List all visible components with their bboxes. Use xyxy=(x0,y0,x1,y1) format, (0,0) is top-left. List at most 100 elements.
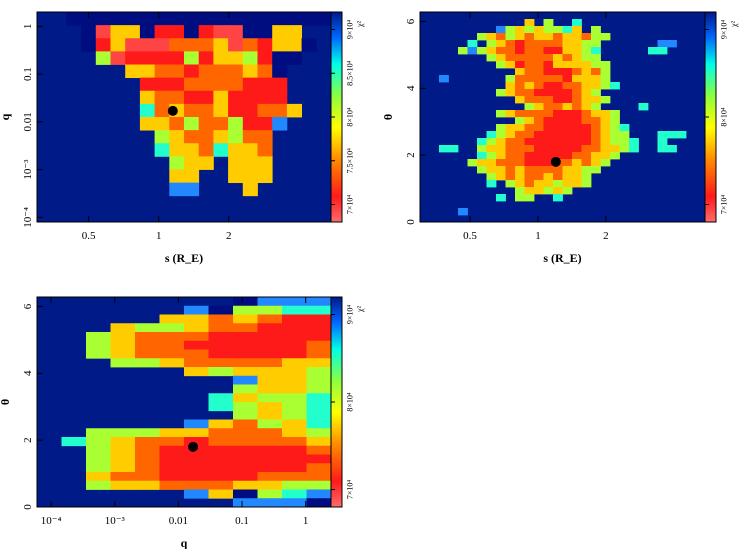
heatmap-cell xyxy=(242,156,258,170)
heatmap-cell xyxy=(257,323,283,333)
heatmap-cell xyxy=(306,323,332,333)
heatmap-cell xyxy=(139,38,155,52)
heatmap-cell xyxy=(591,82,601,90)
heatmap-cell xyxy=(282,297,307,307)
heatmap-cell xyxy=(169,25,185,39)
heatmap-cell xyxy=(257,297,283,307)
heatmap-cell xyxy=(282,393,307,403)
panel-s-theta: 0.5 1 2 0 2 4 6 s (R_E) θ 7×10⁴ 8×10⁴ 9×10⁴ χ² xyxy=(381,11,739,265)
heatmap-cell xyxy=(257,367,283,377)
heatmap-cell xyxy=(208,323,234,333)
heatmap-cell xyxy=(562,152,573,160)
heatmap-cell xyxy=(591,61,601,69)
heatmap-cell xyxy=(600,96,611,104)
heatmap-cell xyxy=(619,124,630,132)
heatmap-cell xyxy=(306,297,332,307)
heatmap-cell xyxy=(139,77,155,92)
heatmap-cell xyxy=(282,437,307,447)
heatmap-cell xyxy=(306,437,332,447)
x-tick-label: 0.5 xyxy=(463,230,477,242)
heatmap-cell xyxy=(562,110,573,118)
heatmap-cell xyxy=(581,131,592,139)
heatmap-cell xyxy=(543,40,554,48)
heatmap-cell xyxy=(496,152,506,160)
heatmap-cell xyxy=(562,61,573,69)
heatmap-cell xyxy=(159,445,185,455)
heatmap-cell xyxy=(184,463,209,473)
heatmap-cell xyxy=(600,75,611,83)
heatmap-cell xyxy=(581,47,592,55)
heatmap-cell xyxy=(154,25,170,39)
heatmap-cell xyxy=(515,166,525,174)
heatmap-cell xyxy=(562,89,573,97)
heatmap-cell xyxy=(534,82,544,90)
heatmap-cell xyxy=(86,428,111,438)
heatmap-cell xyxy=(257,12,273,26)
heatmap-cell xyxy=(257,375,283,385)
heatmap-cell xyxy=(543,159,554,167)
heatmap-cell xyxy=(505,33,516,41)
heatmap-cell xyxy=(515,194,525,202)
heatmap-cell xyxy=(534,96,544,104)
heatmap-cell xyxy=(184,305,209,315)
heatmap-cell xyxy=(534,187,544,195)
heatmap-cell xyxy=(257,463,283,473)
heatmap-cell xyxy=(619,138,630,146)
heatmap-cell xyxy=(135,332,160,342)
heatmap-cell xyxy=(534,145,544,153)
heatmap-cell xyxy=(534,159,544,167)
heatmap-cell xyxy=(439,145,449,153)
x-axis-label: q xyxy=(181,536,188,549)
heatmap-cell xyxy=(306,445,332,455)
heatmap-cell xyxy=(610,110,620,118)
heatmap-cell xyxy=(524,138,535,146)
heatmap-cell xyxy=(638,103,649,111)
heatmap-cell xyxy=(110,437,136,447)
heatmap-cell xyxy=(282,340,307,350)
best-fit-point xyxy=(188,441,199,452)
heatmap-cell xyxy=(110,428,136,438)
heatmap-cell xyxy=(562,138,573,146)
heatmap-cell xyxy=(524,117,535,125)
heatmap-cell xyxy=(505,75,516,83)
heatmap-cell xyxy=(524,33,535,41)
heatmap-cell xyxy=(208,402,234,412)
heatmap-cell xyxy=(553,152,563,160)
heatmap-cell xyxy=(169,169,185,184)
heatmap-cell xyxy=(505,145,516,153)
heatmap-cell xyxy=(233,393,258,403)
heatmap-cell xyxy=(257,143,273,157)
x-axis-label: s (R_E) xyxy=(543,251,581,265)
heatmap-cell xyxy=(233,454,258,464)
heatmap-cell xyxy=(581,145,592,153)
heatmap-cell xyxy=(282,384,307,394)
heatmap-cell xyxy=(543,110,554,118)
colorbar-tick-label: 7×10⁴ xyxy=(720,195,729,215)
colorbar-tick-label: 9×10⁴ xyxy=(346,20,355,40)
colorbar-tick-label: 7×10⁴ xyxy=(346,480,355,500)
heatmap-cell xyxy=(257,419,283,429)
x-tick-label: 1 xyxy=(156,230,162,242)
heatmap-cell xyxy=(486,166,497,174)
heatmap-cell xyxy=(524,152,535,160)
heatmap-cell xyxy=(553,173,563,181)
heatmap-cell xyxy=(515,117,525,125)
heatmap-cell xyxy=(242,143,258,157)
x-tick-label: 10⁻⁴ xyxy=(41,515,62,527)
heatmap-cell xyxy=(553,124,563,132)
heatmap-cell xyxy=(282,305,307,315)
heatmap-cell xyxy=(110,358,136,368)
heatmap-cell xyxy=(534,138,544,146)
heatmap-cell xyxy=(591,138,601,146)
heatmap-cell xyxy=(184,77,200,92)
heatmap-cell xyxy=(159,472,185,482)
heatmap-cell xyxy=(543,103,554,111)
heatmap-cell xyxy=(228,90,244,105)
heatmap-cell xyxy=(610,124,620,132)
heatmap-cell xyxy=(257,25,273,39)
heatmap-cell xyxy=(591,145,601,153)
heatmap-cell xyxy=(591,159,601,167)
heatmap-cell xyxy=(272,51,288,65)
heatmap-cell xyxy=(135,480,160,490)
heatmap-cell xyxy=(553,96,563,104)
